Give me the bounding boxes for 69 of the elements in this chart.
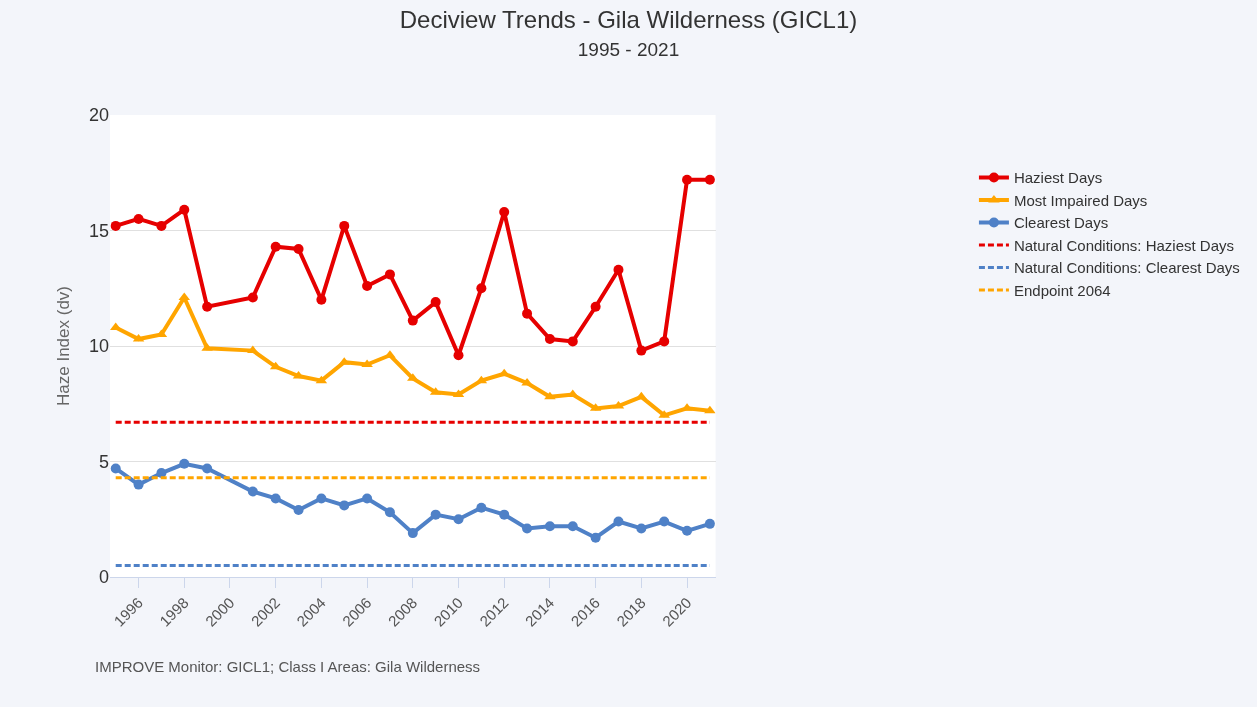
point bbox=[293, 243, 304, 254]
point bbox=[476, 283, 487, 294]
point bbox=[384, 507, 395, 518]
point bbox=[247, 345, 259, 354]
point bbox=[133, 479, 144, 490]
point bbox=[362, 493, 373, 504]
legend-label: Endpoint 2064 bbox=[1013, 281, 1111, 299]
legend-label: Most Impaired Days bbox=[1013, 191, 1148, 209]
point bbox=[659, 516, 670, 527]
point bbox=[247, 292, 258, 303]
point bbox=[384, 269, 395, 280]
point bbox=[590, 301, 601, 312]
point bbox=[522, 523, 533, 534]
point bbox=[247, 486, 258, 497]
point bbox=[339, 220, 350, 231]
point bbox=[110, 463, 121, 474]
point bbox=[567, 336, 578, 347]
point bbox=[659, 336, 670, 347]
point bbox=[407, 528, 418, 539]
point bbox=[156, 468, 167, 479]
y-axis-title: Haze Index (dv) bbox=[53, 286, 73, 406]
y-tick-label: 20 bbox=[88, 105, 109, 126]
point bbox=[316, 493, 327, 504]
text: IMPROVE Monitor: GICL1; Class I Areas: Gila Wilderness bbox=[95, 658, 481, 675]
point bbox=[407, 315, 418, 326]
point bbox=[453, 514, 464, 525]
legend-label: Natural Conditions: Clearest Days bbox=[1013, 259, 1240, 277]
point bbox=[339, 500, 350, 511]
point bbox=[544, 334, 555, 345]
point bbox=[682, 174, 693, 185]
chart-title: Deciview Trends - Gila Wilderness (GICL1) bbox=[399, 6, 858, 34]
point bbox=[270, 241, 281, 252]
point bbox=[636, 345, 647, 356]
point bbox=[704, 405, 716, 414]
point bbox=[704, 518, 715, 529]
legend-label: Haziest Days bbox=[1013, 169, 1103, 187]
point bbox=[202, 301, 213, 312]
point bbox=[156, 220, 167, 231]
point bbox=[430, 297, 441, 308]
point bbox=[590, 532, 601, 543]
point bbox=[567, 521, 578, 532]
point bbox=[202, 463, 213, 474]
legend-label: Natural Conditions: Haziest Days bbox=[1013, 236, 1235, 254]
point bbox=[613, 516, 624, 527]
point bbox=[179, 458, 190, 469]
point bbox=[110, 220, 121, 231]
point bbox=[133, 213, 144, 224]
point bbox=[453, 350, 464, 361]
point bbox=[544, 391, 556, 400]
y-tick-label: 5 bbox=[98, 451, 109, 472]
legend-label: Clearest Days bbox=[1013, 214, 1109, 232]
point bbox=[544, 521, 555, 532]
point bbox=[362, 280, 373, 291]
y-tick-label: 15 bbox=[88, 220, 109, 241]
point bbox=[682, 525, 693, 536]
point bbox=[316, 294, 327, 305]
point bbox=[613, 264, 624, 275]
y-tick-label: 10 bbox=[88, 336, 109, 357]
point bbox=[430, 509, 441, 520]
point bbox=[293, 505, 304, 516]
point bbox=[522, 308, 533, 319]
point bbox=[476, 502, 487, 513]
y-tick-label: 0 bbox=[98, 567, 109, 588]
point bbox=[704, 174, 715, 185]
point bbox=[270, 493, 281, 504]
chart-subtitle: 1995 - 2021 bbox=[577, 38, 680, 60]
point bbox=[636, 523, 647, 534]
point bbox=[499, 509, 510, 520]
point bbox=[179, 204, 190, 215]
